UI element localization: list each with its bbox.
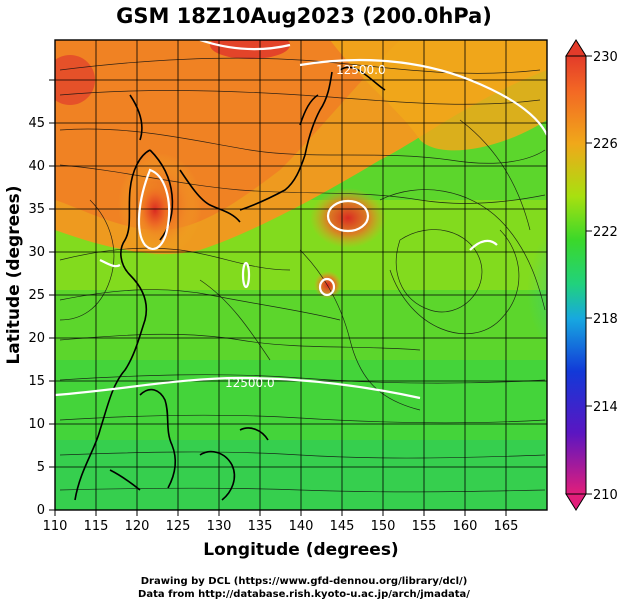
height-contours xyxy=(55,40,547,400)
x-tick-label: 125 xyxy=(166,519,191,534)
colorbar-label: 226 xyxy=(593,137,618,152)
colorbar-top-arrow xyxy=(565,39,587,57)
y-tick-label: 5 xyxy=(37,460,45,475)
coastlines xyxy=(74,66,386,501)
temperature-field xyxy=(55,40,547,510)
colorbar-bottom-arrow xyxy=(565,493,587,511)
colorbar: 230 226 222 218 214 210 xyxy=(565,39,618,511)
x-axis-label: Longitude (degrees) xyxy=(203,540,398,560)
y-tick-label: 35 xyxy=(28,202,45,217)
x-tick-label: 155 xyxy=(412,519,437,534)
map-title: GSM 18Z10Aug2023 (200.0hPa) xyxy=(116,4,492,28)
y-tick-label: 30 xyxy=(28,245,45,260)
x-tick-label: 110 xyxy=(43,519,68,534)
y-tick-label: 15 xyxy=(28,374,45,389)
streamlines xyxy=(59,57,546,493)
y-tick-label: 20 xyxy=(28,331,45,346)
y-tick-label: 45 xyxy=(28,116,45,131)
y-axis-label: Latitude (degrees) xyxy=(4,185,24,364)
colorbar-label: 218 xyxy=(593,312,618,327)
colorbar-label: 210 xyxy=(593,488,618,503)
colorbar-label: 214 xyxy=(593,400,618,415)
x-tick-label: 160 xyxy=(453,519,478,534)
x-tick-label: 115 xyxy=(84,519,109,534)
colorbar-scale xyxy=(565,55,587,495)
colorbar-label: 222 xyxy=(593,225,618,240)
credit-data: Data from http://database.rish.kyoto-u.a… xyxy=(138,589,470,600)
contour-label-north: 12500.0 xyxy=(336,63,386,77)
tick-marks xyxy=(49,79,507,516)
x-tick-label: 140 xyxy=(289,519,314,534)
x-tick-label: 130 xyxy=(207,519,232,534)
credit-drawing: Drawing by DCL (https://www.gfd-dennou.o… xyxy=(141,576,468,587)
x-tick-label: 145 xyxy=(330,519,355,534)
x-tick-label: 135 xyxy=(248,519,273,534)
colorbar-label: 230 xyxy=(593,50,618,65)
x-tick-label: 150 xyxy=(371,519,396,534)
y-tick-label: 40 xyxy=(28,159,45,174)
x-tick-labels: 110 115 120 125 130 135 140 145 150 155 … xyxy=(43,519,519,534)
contour-label-south: 12500.0 xyxy=(225,376,275,390)
y-tick-label: 25 xyxy=(28,288,45,303)
y-tick-label: 10 xyxy=(28,417,45,432)
x-tick-label: 120 xyxy=(125,519,150,534)
y-tick-labels: 0 5 10 15 20 25 30 35 40 45 xyxy=(28,116,45,518)
x-tick-label: 165 xyxy=(494,519,519,534)
y-tick-label: 0 xyxy=(37,503,45,518)
